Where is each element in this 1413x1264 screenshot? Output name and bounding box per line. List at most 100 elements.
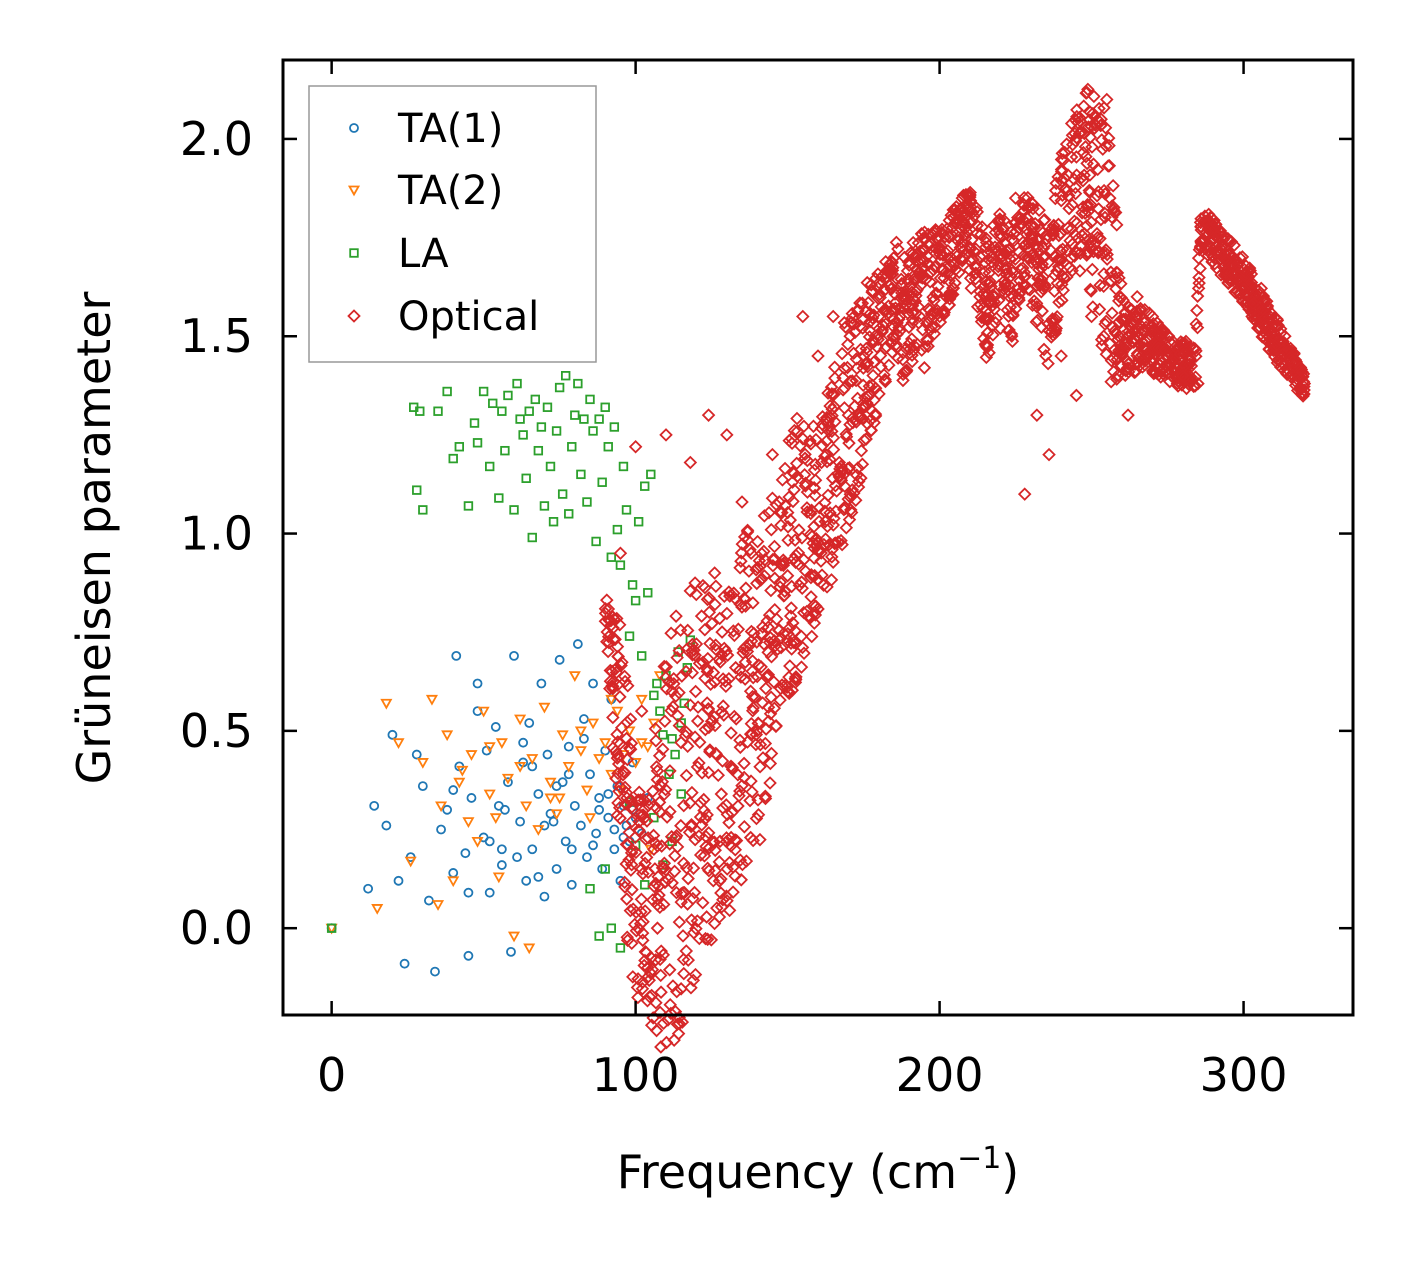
- optical-point: [1084, 309, 1099, 324]
- optical-point: [827, 536, 842, 551]
- optical-point: [920, 333, 935, 348]
- optical-point: [816, 578, 831, 592]
- optical-point: [610, 751, 625, 765]
- ta2-point: [611, 706, 624, 718]
- optical-point: [617, 875, 632, 890]
- optical-point: [999, 267, 1013, 282]
- optical-point: [815, 568, 829, 582]
- optical-point: [1118, 368, 1133, 383]
- la-point: [655, 706, 665, 716]
- optical-point: [1128, 365, 1142, 379]
- optical-point: [845, 483, 860, 497]
- optical-point: [613, 546, 628, 561]
- optical-point: [778, 461, 792, 476]
- la-point: [606, 552, 616, 562]
- optical-point: [1031, 252, 1045, 267]
- optical-point: [728, 869, 742, 883]
- optical-point: [1158, 343, 1172, 357]
- optical-point: [826, 555, 840, 569]
- optical-point: [735, 778, 749, 793]
- optical-point: [926, 290, 940, 304]
- optical-point: [754, 626, 769, 641]
- optical-point: [613, 811, 627, 826]
- optical-point: [739, 581, 753, 595]
- ta2-point: [483, 789, 496, 801]
- optical-point: [740, 525, 755, 539]
- optical-point: [839, 520, 854, 535]
- optical-point: [693, 848, 708, 862]
- optical-point: [642, 793, 656, 807]
- optical-point: [1179, 334, 1193, 349]
- optical-point: [877, 368, 891, 382]
- la-point: [615, 943, 626, 953]
- optical-point: [1058, 145, 1072, 160]
- optical-point: [1152, 320, 1167, 334]
- optical-point: [663, 764, 677, 778]
- la-point: [564, 509, 574, 519]
- optical-point: [714, 886, 728, 900]
- optical-point: [1091, 246, 1106, 260]
- optical-point: [755, 696, 770, 710]
- optical-point: [701, 826, 716, 840]
- ta1-point: [484, 887, 495, 898]
- optical-point: [669, 689, 683, 703]
- optical-point: [735, 857, 750, 872]
- optical-point: [1056, 153, 1071, 167]
- optical-point: [636, 808, 650, 822]
- optical-point: [606, 632, 621, 647]
- optical-point: [654, 944, 668, 958]
- optical-point: [753, 559, 767, 574]
- optical-point: [1079, 86, 1093, 100]
- optical-point: [641, 798, 656, 813]
- optical-point: [634, 892, 649, 907]
- optical-point: [942, 292, 957, 306]
- optical-point: [717, 708, 731, 722]
- optical-point: [1001, 309, 1016, 323]
- optical-point: [1068, 134, 1083, 148]
- la-point: [579, 414, 589, 424]
- optical-point: [672, 1016, 687, 1031]
- optical-point: [698, 622, 712, 637]
- optical-point: [777, 556, 791, 570]
- optical-point: [621, 678, 635, 693]
- optical-point: [946, 287, 960, 302]
- x-tick-label: 200: [896, 1048, 984, 1102]
- optical-point: [757, 637, 771, 651]
- ta1-point: [484, 836, 495, 847]
- optical-point: [773, 575, 788, 589]
- optical-point: [1099, 139, 1113, 153]
- optical-point: [769, 719, 783, 734]
- optical-point: [698, 812, 712, 826]
- optical-point: [870, 340, 884, 354]
- optical-point: [845, 374, 860, 388]
- optical-point: [1038, 278, 1052, 292]
- optical-point: [774, 518, 788, 532]
- optical-point: [759, 681, 773, 696]
- optical-point: [728, 842, 743, 857]
- optical-point: [851, 304, 865, 318]
- ta2-point: [514, 761, 527, 773]
- ta1-point: [551, 864, 562, 874]
- optical-point: [1268, 336, 1282, 351]
- optical-point: [1096, 142, 1110, 156]
- ta1-point: [442, 804, 453, 815]
- optical-point: [856, 349, 871, 363]
- optical-point: [793, 438, 808, 453]
- optical-point: [749, 811, 764, 826]
- optical-point: [665, 876, 679, 890]
- optical-point: [733, 560, 747, 575]
- optical-point: [679, 768, 694, 783]
- optical-point: [818, 532, 833, 546]
- optical-point: [776, 553, 791, 567]
- la-point: [518, 430, 528, 440]
- optical-point: [1055, 174, 1069, 188]
- optical-point: [709, 579, 723, 594]
- optical-point: [1268, 339, 1282, 354]
- plot-frame: [281, 58, 1355, 1017]
- optical-point: [1246, 296, 1260, 311]
- optical-point: [1037, 342, 1051, 357]
- ta1-point: [411, 749, 422, 760]
- optical-point: [946, 210, 960, 225]
- optical-point: [897, 365, 912, 380]
- optical-point: [977, 311, 991, 326]
